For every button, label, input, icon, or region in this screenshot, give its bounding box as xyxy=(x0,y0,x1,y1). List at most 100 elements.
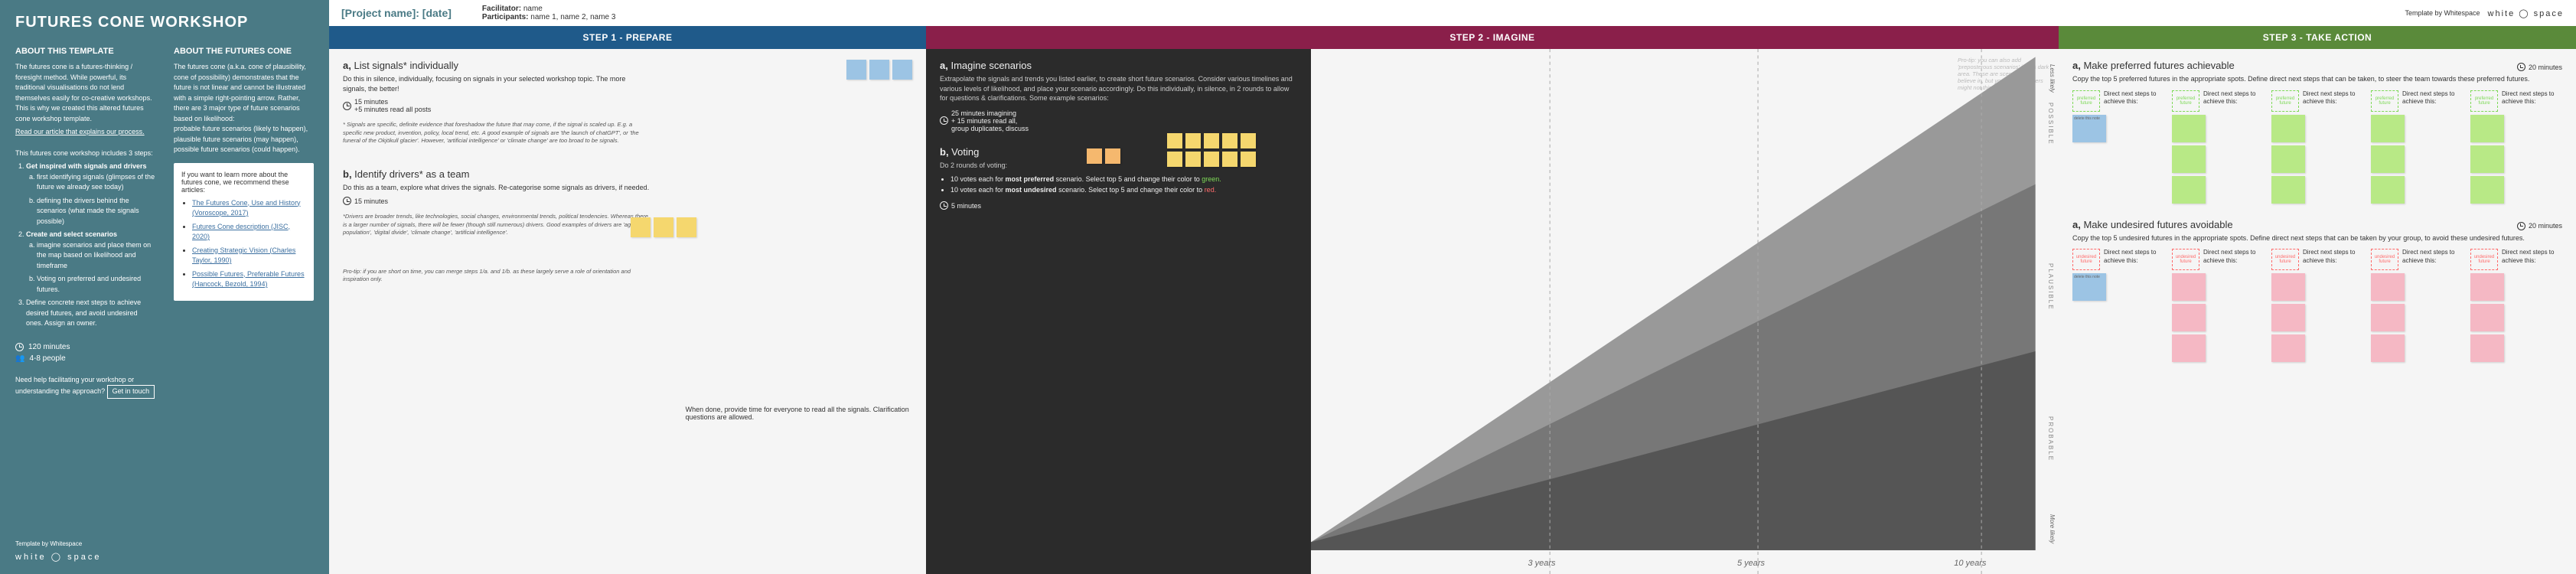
sticky-note[interactable] xyxy=(2371,145,2405,173)
sticky-note[interactable] xyxy=(1167,152,1182,167)
page-title: FUTURES CONE WORKSHOP xyxy=(15,14,314,31)
sticky-note[interactable] xyxy=(2172,176,2206,204)
label-possible: POSSIBLE xyxy=(2047,103,2054,145)
steps-label: Direct next steps to achieve this: xyxy=(2203,90,2264,106)
sticky-note[interactable] xyxy=(654,217,673,237)
sticky-note[interactable] xyxy=(892,60,912,80)
sticky-note[interactable] xyxy=(2271,334,2305,362)
steps-label: Direct next steps to achieve this: xyxy=(2303,90,2363,106)
preferred-box: preferred future xyxy=(2470,90,2498,112)
steps-label: Direct next steps to achieve this: xyxy=(2104,249,2164,265)
undesired-box: undesired future xyxy=(2271,249,2299,270)
sticky-note[interactable] xyxy=(2470,304,2504,331)
sticky-note[interactable] xyxy=(1185,133,1201,148)
clock-icon xyxy=(2517,222,2525,230)
sticky-note[interactable] xyxy=(846,60,866,80)
about-template-p: The futures cone is a futures-thinking /… xyxy=(15,62,155,124)
steps-label: Direct next steps to achieve this: xyxy=(2402,249,2463,265)
s1a-foot: * Signals are specific, definite evidenc… xyxy=(343,121,651,145)
preferred-box: preferred future xyxy=(2072,90,2100,112)
sticky-note[interactable] xyxy=(1222,133,1237,148)
sticky-note[interactable] xyxy=(2470,176,2504,204)
get-in-touch-button[interactable]: Get in touch xyxy=(107,385,155,399)
sticky-note[interactable] xyxy=(2172,273,2206,301)
sticky-note[interactable] xyxy=(1204,152,1219,167)
sticky-group-blue xyxy=(846,60,912,80)
sticky-note[interactable] xyxy=(2371,304,2405,331)
s1b-foot: *Drivers are broader trends, like techno… xyxy=(343,213,651,237)
step-li-1: Get inspired with signals and drivers xyxy=(26,162,147,170)
sticky-note[interactable] xyxy=(1087,148,1102,164)
sticky-note[interactable] xyxy=(1167,133,1182,148)
clock-icon xyxy=(343,102,351,110)
sticky-note[interactable] xyxy=(2172,115,2206,142)
article-link-4[interactable]: Possible Futures, Preferable Futures (Ha… xyxy=(192,270,305,289)
sticky-note[interactable] xyxy=(2371,176,2405,204)
undesired-box: undesired future xyxy=(2072,249,2100,270)
intro-panel: FUTURES CONE WORKSHOP ABOUT THIS TEMPLAT… xyxy=(0,0,329,574)
sticky-note[interactable] xyxy=(2271,176,2305,204)
undesired-box: undesired future xyxy=(2371,249,2398,270)
substep-a: first identifying signals (glimpses of t… xyxy=(37,172,155,193)
sticky-note[interactable] xyxy=(2271,145,2305,173)
article-link-1[interactable]: The Futures Cone, Use and History (Voros… xyxy=(192,199,301,217)
sticky-note[interactable] xyxy=(2172,145,2206,173)
people: 4-8 people xyxy=(29,354,65,363)
sticky-note[interactable] xyxy=(1241,152,1256,167)
s1-rightnote: When done, provide time for everyone to … xyxy=(686,406,912,421)
steps-label: Direct next steps to achieve this: xyxy=(2502,249,2562,265)
about-cone: ABOUT THE FUTURES CONE The futures cone … xyxy=(174,47,314,399)
steps-label: Direct next steps to achieve this: xyxy=(2104,90,2164,106)
steps-intro: This futures cone workshop includes 3 st… xyxy=(15,148,155,159)
sticky-note[interactable] xyxy=(2470,145,2504,173)
sticky-note[interactable] xyxy=(2172,304,2206,331)
s1a-title: List signals* individually xyxy=(354,60,458,71)
s3a-desc: Copy the top 5 preferred futures in the … xyxy=(2072,74,2562,84)
s2a-time: 25 minutes imagining + 15 minutes read a… xyxy=(951,109,1029,132)
sticky-note[interactable] xyxy=(1204,133,1219,148)
cone-svg xyxy=(1311,49,2059,574)
s1a-pre: a, xyxy=(343,60,354,71)
s3b-pre: a, xyxy=(2072,219,2083,230)
steps-label: Direct next steps to achieve this: xyxy=(2502,90,2562,106)
sticky-note[interactable] xyxy=(2470,273,2504,301)
sticky-note[interactable] xyxy=(2271,115,2305,142)
sticky-note[interactable] xyxy=(1222,152,1237,167)
sticky-note[interactable]: delete this note xyxy=(2072,273,2106,301)
article-link-2[interactable]: Futures Cone description (JISC, 2020) xyxy=(192,223,290,241)
logo: white ◯ space xyxy=(15,552,101,562)
substep-c: imagine scenarios and place them on the … xyxy=(37,240,155,272)
sticky-note[interactable] xyxy=(2371,334,2405,362)
facilitator-value: name xyxy=(523,5,543,13)
sticky-note[interactable]: delete this note xyxy=(2072,115,2106,142)
sticky-note[interactable] xyxy=(2271,273,2305,301)
undesired-box: undesired future xyxy=(2172,249,2199,270)
sticky-note[interactable] xyxy=(2271,304,2305,331)
sticky-group-orange xyxy=(1087,148,1120,164)
s2a-pre: a, xyxy=(940,60,951,71)
substep-b: defining the drivers behind the scenario… xyxy=(37,196,155,227)
sticky-note[interactable] xyxy=(2371,115,2405,142)
sticky-note[interactable] xyxy=(631,217,651,237)
s1b-time: 15 minutes xyxy=(354,197,388,205)
credit: Template by Whitespace xyxy=(15,540,101,547)
project-title: [Project name]: [date] xyxy=(341,7,452,19)
sticky-note[interactable] xyxy=(677,217,696,237)
sticky-note[interactable] xyxy=(2470,115,2504,142)
sticky-note[interactable] xyxy=(2470,334,2504,362)
sticky-note[interactable] xyxy=(2172,334,2206,362)
s1-protip: Pro-tip: if you are short on time, you c… xyxy=(343,268,651,284)
sticky-note[interactable] xyxy=(1241,133,1256,148)
timeline-5y: 5 years xyxy=(1737,559,1765,568)
read-article-link[interactable]: Read our article that explains our proce… xyxy=(15,128,145,135)
sticky-note[interactable] xyxy=(1105,148,1120,164)
preferred-box: preferred future xyxy=(2371,90,2398,112)
article-link-3[interactable]: Creating Strategic Vision (Charles Taylo… xyxy=(192,246,295,265)
steps-label: Direct next steps to achieve this: xyxy=(2203,249,2264,265)
sticky-note[interactable] xyxy=(869,60,889,80)
s3a-title: Make preferred futures achievable xyxy=(2083,60,2234,71)
step2-instructions: a, Imagine scenarios Extrapolate the sig… xyxy=(926,49,1311,574)
sticky-note[interactable] xyxy=(2371,273,2405,301)
template-credit: Template by Whitespace xyxy=(2405,9,2480,17)
sticky-note[interactable] xyxy=(1185,152,1201,167)
